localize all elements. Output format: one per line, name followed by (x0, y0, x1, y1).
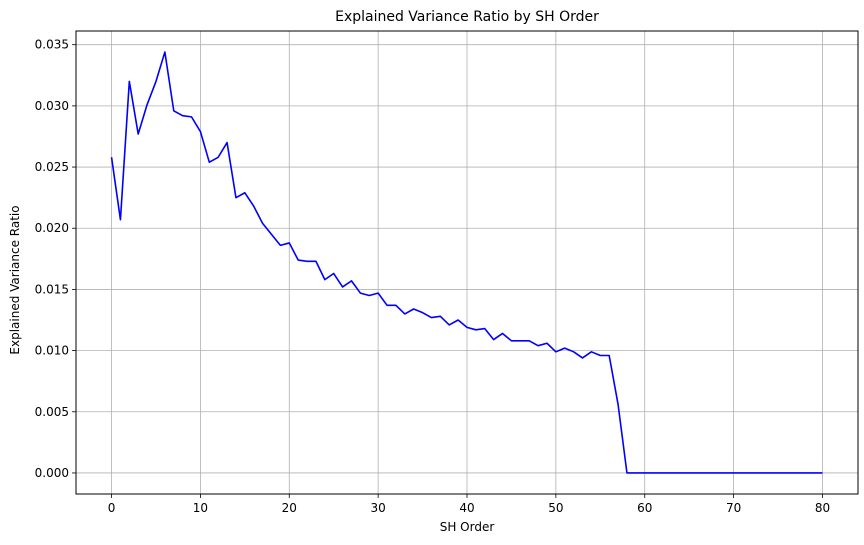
x-tick-label: 0 (108, 501, 116, 515)
y-axis-label: Explained Variance Ratio (8, 205, 22, 354)
y-tick-label: 0.010 (35, 344, 69, 358)
x-axis: 0 10 20 30 40 50 60 70 80 (108, 494, 830, 515)
series-line-0 (110, 51, 823, 474)
y-tick-label: 0.015 (35, 282, 69, 296)
y-tick-label: 0.025 (35, 160, 69, 174)
y-tick-label: 0.020 (35, 221, 69, 235)
x-tick-label: 60 (637, 501, 652, 515)
y-tick-label: 0.035 (35, 38, 69, 52)
y-tick-label: 0.005 (35, 405, 69, 419)
chart-title: Explained Variance Ratio by SH Order (335, 9, 599, 25)
y-tick-label: 0.000 (35, 466, 69, 480)
x-tick-label: 80 (815, 501, 830, 515)
x-tick-label: 50 (548, 501, 563, 515)
x-tick-label: 30 (370, 501, 385, 515)
x-axis-label: SH Order (440, 520, 495, 534)
y-tick-label: 0.030 (35, 99, 69, 113)
x-tick-label: 20 (282, 501, 297, 515)
series-layer (110, 51, 823, 474)
x-tick-label: 10 (193, 501, 208, 515)
y-axis: 0.000 0.005 0.010 0.015 0.020 0.025 0.030 0.035 (35, 38, 76, 480)
grid (76, 31, 858, 494)
x-tick-label: 40 (459, 501, 474, 515)
x-tick-label: 70 (726, 501, 741, 515)
